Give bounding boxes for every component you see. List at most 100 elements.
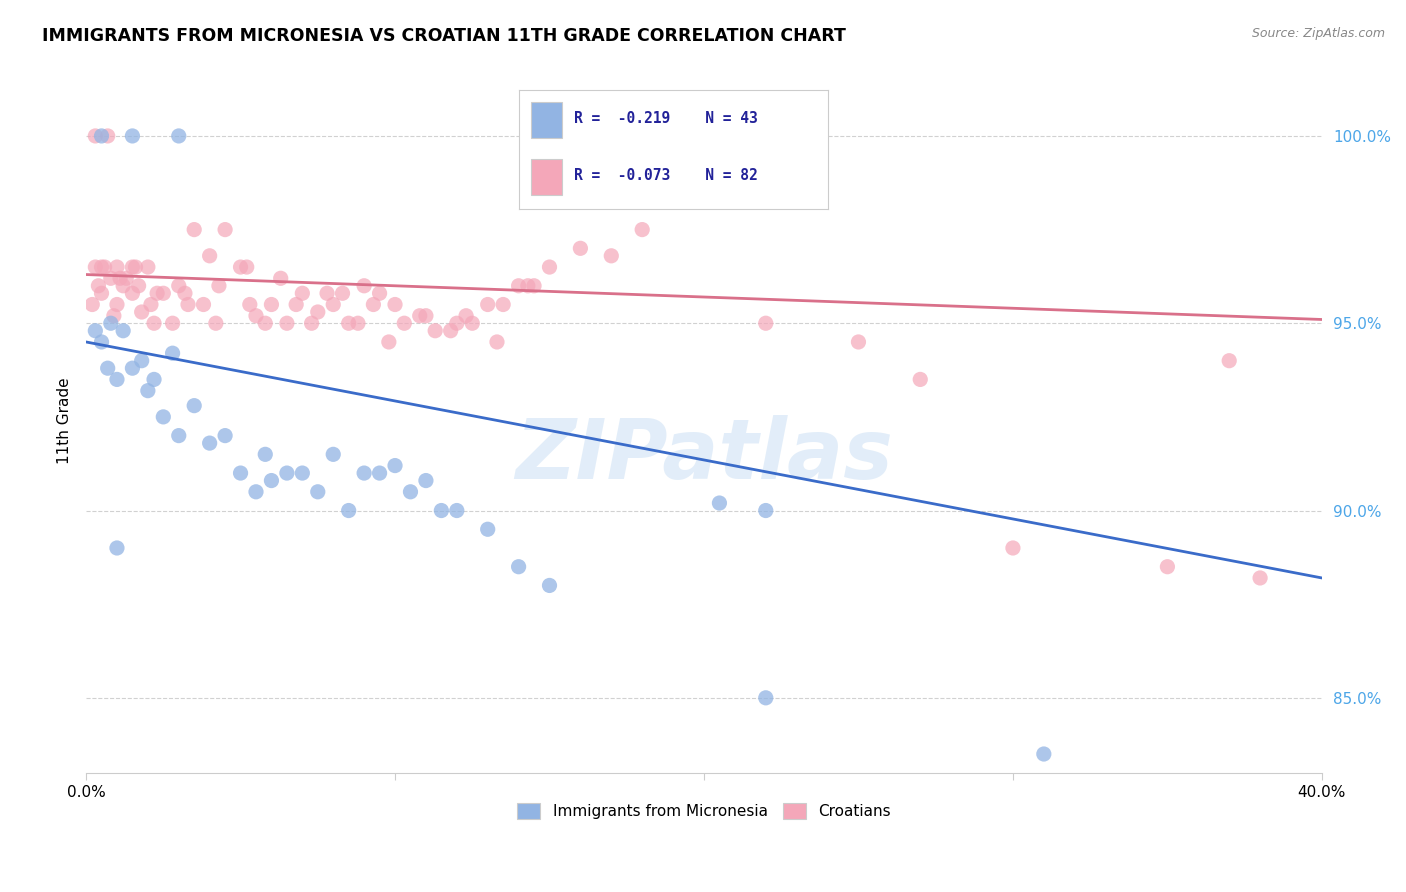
Point [368,466,391,480]
Point [136,260,159,274]
Point [461,316,484,330]
Point [1156,559,1178,574]
Point [276,466,298,480]
Point [353,278,375,293]
Point [430,503,453,517]
Point [600,249,623,263]
Point [152,409,174,424]
Point [508,559,530,574]
Point [254,316,277,330]
Point [112,324,135,338]
Point [285,297,308,311]
Point [454,309,477,323]
Point [229,260,252,274]
Point [508,278,530,293]
Point [492,297,515,311]
Point [90,260,112,274]
Point [205,316,228,330]
Point [214,222,236,236]
Point [631,222,654,236]
Point [425,324,447,338]
Text: IMMIGRANTS FROM MICRONESIA VS CROATIAN 11TH GRADE CORRELATION CHART: IMMIGRANTS FROM MICRONESIA VS CROATIAN 1… [42,27,846,45]
Point [198,436,221,450]
Point [347,316,370,330]
Point [87,278,110,293]
Point [538,578,561,592]
Point [378,334,401,349]
Point [105,297,128,311]
Point [121,260,143,274]
Point [146,286,169,301]
Point [254,447,277,461]
Point [270,271,292,285]
Point [709,496,731,510]
Point [214,428,236,442]
Point [415,309,437,323]
Point [755,690,778,705]
Y-axis label: 11th Grade: 11th Grade [58,377,72,464]
Point [167,278,190,293]
Point [301,316,323,330]
Point [121,361,143,376]
Point [143,372,166,386]
Point [477,297,499,311]
Point [1001,541,1024,555]
Point [316,286,339,301]
Point [97,361,120,376]
Point [538,260,561,274]
Point [90,334,112,349]
Point [291,466,314,480]
Point [229,466,252,480]
Point [415,474,437,488]
Point [93,260,115,274]
Point [337,503,360,517]
Point [477,522,499,536]
Point [167,128,190,143]
Point [167,428,190,442]
Point [174,286,197,301]
Point [108,271,131,285]
Point [183,399,205,413]
Point [1218,353,1240,368]
Point [910,372,932,386]
Point [260,474,283,488]
Point [124,260,146,274]
Point [100,316,122,330]
Point [848,334,870,349]
Point [446,316,468,330]
Point [84,324,107,338]
Point [105,372,128,386]
Point [245,484,267,499]
Point [322,297,344,311]
Point [1249,571,1271,585]
Point [84,128,107,143]
Point [162,346,184,360]
Point [121,128,143,143]
Point [136,384,159,398]
Point [353,466,375,480]
Point [523,278,546,293]
Point [198,249,221,263]
Point [260,297,283,311]
Point [399,484,422,499]
Point [394,316,416,330]
Point [193,297,215,311]
Point [409,309,432,323]
Point [446,503,468,517]
Point [162,316,184,330]
Text: Source: ZipAtlas.com: Source: ZipAtlas.com [1251,27,1385,40]
Point [84,260,107,274]
Point [90,286,112,301]
Text: ZIPatlas: ZIPatlas [515,416,893,496]
Point [115,271,138,285]
Point [131,353,153,368]
Point [755,503,778,517]
Legend: Immigrants from Micronesia, Croatians: Immigrants from Micronesia, Croatians [512,797,897,825]
Point [131,305,153,319]
Point [103,309,125,323]
Point [143,316,166,330]
Point [128,278,150,293]
Point [97,128,120,143]
Point [332,286,354,301]
Point [337,316,360,330]
